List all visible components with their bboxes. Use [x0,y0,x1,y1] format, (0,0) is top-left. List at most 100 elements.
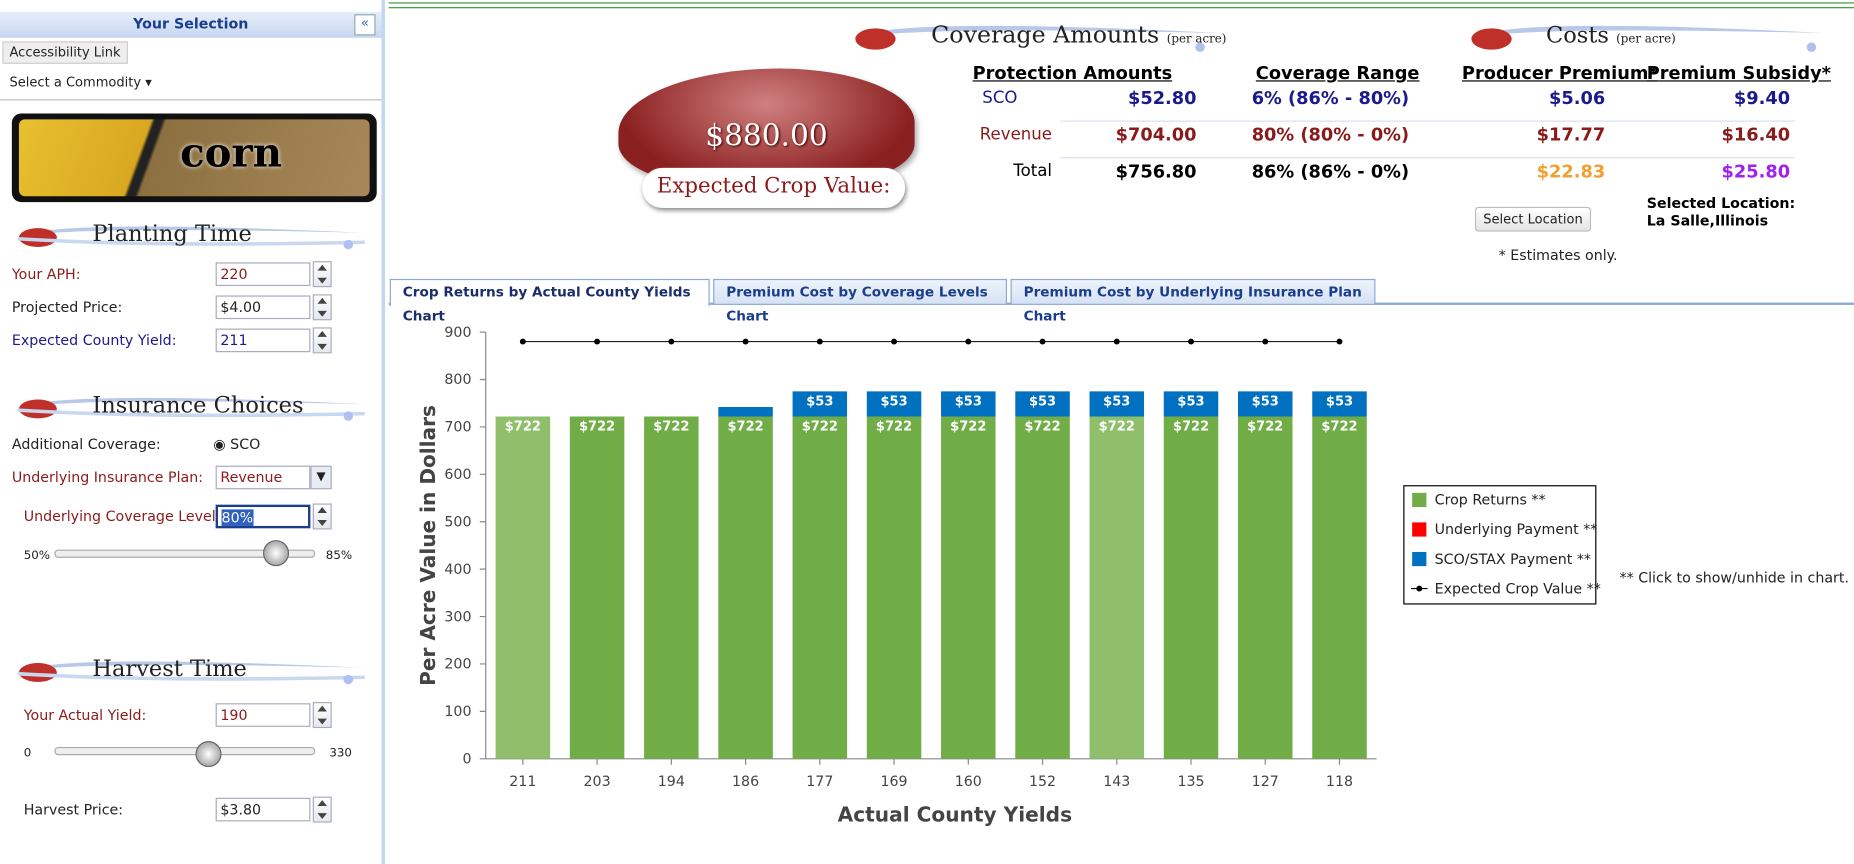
corn-banner: corn [11,113,377,203]
y-tick-label: 700 [444,420,471,436]
bar-segment [718,407,773,417]
bar-segment [495,416,551,759]
y-tick-label: 100 [444,704,471,720]
commodity-select[interactable]: Select a Commodity ▾ [9,74,152,90]
level-value: 80% [221,509,254,526]
x-tick-label: 135 [1177,774,1204,790]
slider-max: 85% [325,549,353,563]
costs-title: Costs (per acre) [1546,22,1676,48]
dropdown-arrow[interactable]: ▼ [310,465,332,490]
x-tick-label: 177 [806,774,833,790]
legend-swatch [1412,522,1427,537]
swoosh [17,397,365,421]
coverage-title: Coverage Amounts (per acre) [931,20,1226,48]
harvest-price-input[interactable]: $3.80 [215,797,311,822]
spinner[interactable] [312,702,332,729]
coverage-swoosh [852,25,1221,53]
y-tick-label: 0 [462,752,471,768]
value-label: $722 [1173,420,1209,435]
value-label: $53 [1177,395,1204,410]
divider [0,99,382,101]
expected-value: $880.00 [705,118,828,153]
x-tick-label: 160 [955,774,982,790]
bar-segment [1015,391,1070,417]
bar-segment [1163,416,1219,759]
protection-amount: $704.00 [1115,124,1197,146]
aph-input[interactable]: 220 [215,262,311,287]
accessibility-link[interactable]: Accessibility Link [2,41,128,64]
spinner[interactable] [312,261,332,288]
coverage-title-text: Coverage Amounts [931,20,1160,49]
bar-segment [1015,416,1070,759]
x-tick-label: 186 [732,774,759,790]
tab[interactable]: Premium Cost by Coverage Levels Chart [713,278,1007,324]
legend-label: Crop Returns ** [1435,493,1546,509]
field-label: Your Actual Yield: [23,706,147,724]
bar-segment [1089,391,1145,417]
tab[interactable]: Crop Returns by Actual County Yields Cha… [389,278,710,324]
section-banner: Harvest Time [12,654,365,689]
row-label: Total [1013,161,1053,181]
line-marker [742,338,749,345]
slider-knob[interactable] [263,540,290,567]
field-label: Underlying Insurance Plan: [11,469,204,486]
premium-subsidy: $16.40 [1721,124,1791,146]
x-tick-label: 118 [1326,774,1353,790]
slider-max: 330 [329,746,352,760]
x-tick-label: 152 [1029,774,1056,790]
sidebar-header: Your Selection [0,11,382,38]
bar-segment [1312,416,1367,759]
level-input[interactable]: 80% [215,504,311,529]
value-label: $53 [955,395,982,410]
plan-select[interactable]: Revenue [215,465,311,490]
line-marker [891,338,898,345]
field-label: Additional Coverage: [11,436,161,453]
line-marker [1336,338,1343,345]
legend-label: Underlying Payment ** [1435,522,1598,538]
y-tick-label: 200 [444,657,471,673]
column-header: Coverage Range [1255,62,1420,84]
value-label: $722 [579,420,615,435]
select-location-button[interactable]: Select Location [1474,206,1592,232]
field-label: Expected County Yield: [11,332,177,349]
county-yield-input[interactable]: 211 [215,328,311,353]
radio[interactable]: ◉ SCO [213,436,261,453]
line-marker [1113,338,1120,345]
collapse-button[interactable]: « [354,14,376,36]
selected-location-value: La Salle,Illinois [1646,212,1769,230]
slider-min: 0 [23,746,32,760]
slider-track[interactable] [54,746,316,756]
x-tick-label: 194 [658,774,685,790]
y-tick-label: 600 [444,467,471,483]
section-title: Insurance Choices [92,392,304,419]
top-rule [388,2,1854,9]
premium-subsidy: $25.80 [1721,160,1791,183]
spinner[interactable] [312,294,332,321]
value-label: $53 [1252,395,1279,410]
column-header: Producer Premium* [1461,62,1658,84]
spinner[interactable] [312,503,332,530]
tab-rule [388,302,1854,305]
x-axis-label: Actual County Yields [838,802,1072,826]
spinner[interactable] [312,796,332,823]
value-label: $722 [1247,420,1283,435]
x-tick-label: 203 [584,774,611,790]
expected-bubble [618,68,915,187]
bar-segment [1238,391,1293,417]
costs-unit: (per acre) [1616,33,1676,47]
spinner[interactable] [312,327,332,354]
slider-track[interactable] [54,549,316,558]
banner-text: corn [180,130,282,178]
value-label: $722 [727,420,763,435]
bar-segment [866,391,922,417]
estimates-note: * Estimates only. [1498,247,1618,264]
price-input[interactable]: $4.00 [215,295,311,320]
tab[interactable]: Premium Cost by Underlying Insurance Pla… [1010,278,1376,324]
producer-premium: $5.06 [1549,87,1606,109]
yield-input[interactable]: 190 [215,703,311,727]
legend-label: Expected Crop Value ** [1435,581,1601,597]
coverage-range: 86% (86% - 0%) [1251,160,1410,183]
value-label: $53 [806,395,833,410]
bar-segment [1312,391,1367,417]
slider-knob[interactable] [195,741,222,768]
